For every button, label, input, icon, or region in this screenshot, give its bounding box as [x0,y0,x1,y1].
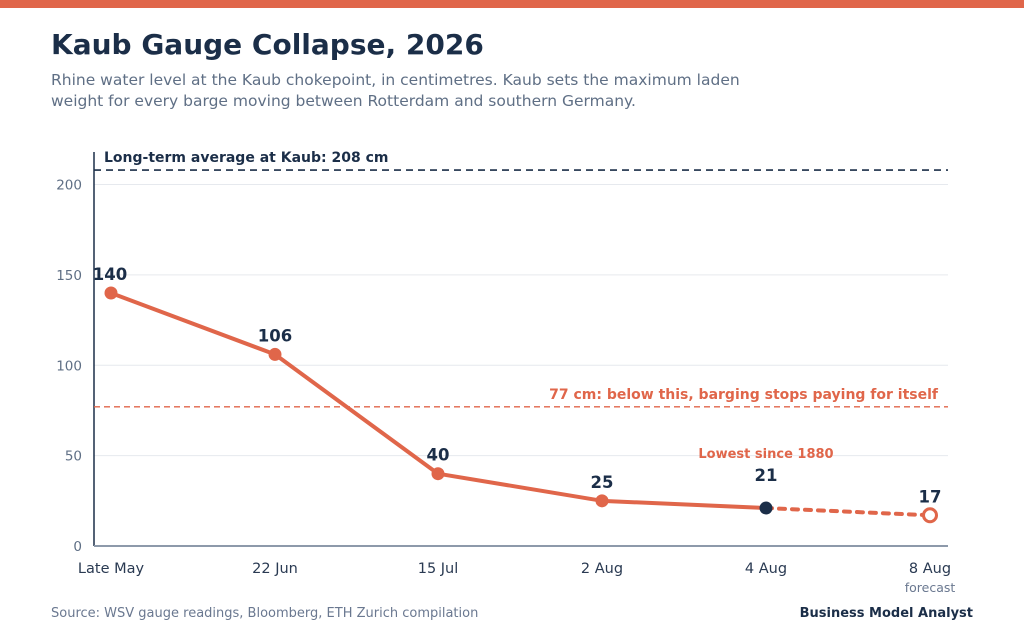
y-tick-label: 150 [56,268,82,284]
top-accent-bar [0,0,1024,8]
source-note: Source: WSV gauge readings, Bloomberg, E… [51,606,479,621]
brand-label: Business Model Analyst [799,606,973,621]
data-point [431,467,445,481]
threshold-reference-label: 77 cm: below this, barging stops paying … [549,387,939,403]
data-label: 17 [919,487,942,506]
x-tick-label: 8 Aug [909,561,951,577]
data-label: 106 [258,326,292,345]
data-label: 140 [93,265,127,284]
y-tick-label: 50 [65,449,82,465]
chart-title: Kaub Gauge Collapse, 2026 [51,28,484,61]
chart-subtitle: Rhine water level at the Kaub chokepoint… [51,71,740,110]
data-point-highlight [759,501,773,515]
data-point-forecast [922,507,938,524]
annotation-lowest: Lowest since 1880 [698,447,833,462]
average-reference-label: Long-term average at Kaub: 208 cm [104,150,388,166]
x-tick-label: 15 Jul [418,561,459,577]
x-tick-label: 4 Aug [745,561,787,577]
data-label: 21 [755,466,778,485]
data-point [104,286,118,300]
data-label: 25 [591,473,614,492]
data-point [268,347,282,361]
y-tick-label: 200 [56,178,82,194]
x-tick-label: 22 Jun [252,561,298,577]
data-label: 40 [427,446,450,465]
data-point [595,494,609,508]
y-tick-label: 0 [73,539,82,555]
x-tick-note: forecast [905,580,956,595]
x-tick-label: Late May [78,561,145,577]
x-tick-label: 2 Aug [581,561,623,577]
forecast-line [764,506,932,518]
y-tick-label: 100 [56,358,82,374]
